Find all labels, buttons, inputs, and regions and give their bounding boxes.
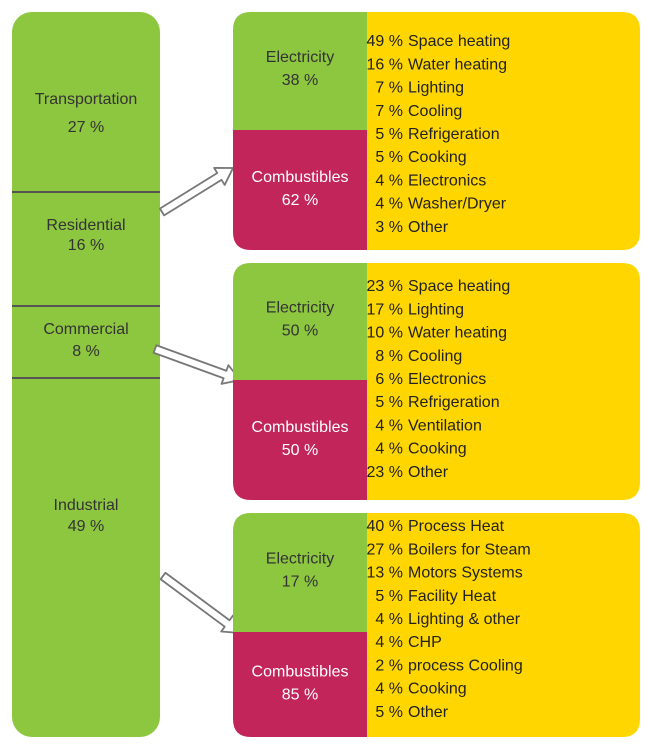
combustibles-box — [233, 380, 367, 500]
combustibles-name: Combustibles — [252, 419, 349, 436]
item-label: Lighting — [408, 301, 464, 318]
item-pct: 16 % — [367, 56, 403, 73]
item-label: process Cooling — [408, 657, 523, 674]
item-label: Facility Heat — [408, 588, 497, 605]
item-label: Electronics — [408, 371, 486, 388]
item-label: Cooking — [408, 149, 467, 166]
item-pct: 7 % — [375, 103, 403, 120]
arrow — [158, 167, 234, 217]
electricity-name: Electricity — [266, 551, 334, 568]
item-pct: 23 % — [367, 464, 403, 481]
combustibles-share: 62 % — [282, 192, 318, 209]
electricity-share: 38 % — [282, 72, 318, 89]
arrow — [152, 344, 241, 385]
item-label: Cooling — [408, 103, 462, 120]
electricity-name: Electricity — [266, 300, 334, 317]
combustibles-box — [233, 632, 367, 737]
item-pct: 10 % — [367, 325, 403, 342]
combustibles-box — [233, 130, 367, 250]
item-label: Cooling — [408, 348, 462, 365]
sector-share: 49 % — [68, 518, 104, 535]
item-pct: 3 % — [375, 219, 403, 236]
sector-name: Transportation — [35, 91, 138, 108]
sector-name: Industrial — [54, 497, 119, 514]
electricity-share: 17 % — [282, 574, 318, 591]
item-pct: 5 % — [375, 588, 403, 605]
item-label: Electronics — [408, 172, 486, 189]
item-label: Space heating — [408, 33, 510, 50]
electricity-box — [233, 513, 367, 632]
arrows — [152, 167, 241, 634]
item-pct: 40 % — [367, 518, 403, 535]
item-pct: 49 % — [367, 33, 403, 50]
item-label: Process Heat — [408, 518, 505, 535]
end-use-box — [367, 263, 640, 500]
item-label: Other — [408, 464, 449, 481]
item-pct: 4 % — [375, 172, 403, 189]
item-pct: 7 % — [375, 80, 403, 97]
item-label: Refrigeration — [408, 394, 500, 411]
end-use-box — [367, 12, 640, 250]
item-label: Lighting — [408, 80, 464, 97]
sector-column — [12, 12, 160, 737]
combustibles-name: Combustibles — [252, 169, 349, 186]
item-pct: 6 % — [375, 371, 403, 388]
item-pct: 5 % — [375, 704, 403, 721]
item-pct: 4 % — [375, 634, 403, 651]
item-pct: 4 % — [375, 681, 403, 698]
sector-share: 8 % — [72, 343, 100, 360]
electricity-share: 50 % — [282, 323, 318, 340]
item-pct: 5 % — [375, 126, 403, 143]
end-use-box — [367, 513, 640, 737]
item-label: Boilers for Steam — [408, 541, 531, 558]
sector-name: Commercial — [43, 321, 128, 338]
item-label: Other — [408, 704, 449, 721]
item-pct: 5 % — [375, 149, 403, 166]
combustibles-share: 50 % — [282, 442, 318, 459]
item-label: Motors Systems — [408, 565, 523, 582]
item-pct: 4 % — [375, 417, 403, 434]
item-pct: 8 % — [375, 348, 403, 365]
item-label: Cooking — [408, 681, 467, 698]
item-pct: 27 % — [367, 541, 403, 558]
item-pct: 23 % — [367, 278, 403, 295]
item-pct: 13 % — [367, 565, 403, 582]
sector-share: 27 % — [68, 119, 104, 136]
combustibles-name: Combustibles — [252, 664, 349, 681]
item-label: Water heating — [408, 56, 507, 73]
item-pct: 2 % — [375, 657, 403, 674]
item-label: Other — [408, 219, 449, 236]
item-label: Cooking — [408, 441, 467, 458]
item-pct: 4 % — [375, 441, 403, 458]
item-pct: 4 % — [375, 611, 403, 628]
sector-share: 16 % — [68, 237, 104, 254]
electricity-box — [233, 12, 367, 130]
electricity-box — [233, 263, 367, 380]
item-pct: 4 % — [375, 196, 403, 213]
item-label: CHP — [408, 634, 442, 651]
item-label: Water heating — [408, 325, 507, 342]
combustibles-share: 85 % — [282, 687, 318, 704]
item-label: Ventilation — [408, 417, 482, 434]
sector-name: Residential — [46, 217, 125, 234]
item-label: Lighting & other — [408, 611, 521, 628]
item-pct: 17 % — [367, 301, 403, 318]
item-pct: 5 % — [375, 394, 403, 411]
item-label: Refrigeration — [408, 126, 500, 143]
item-label: Washer/Dryer — [408, 196, 507, 213]
item-label: Space heating — [408, 278, 510, 295]
electricity-name: Electricity — [266, 49, 334, 66]
arrow — [159, 571, 241, 634]
